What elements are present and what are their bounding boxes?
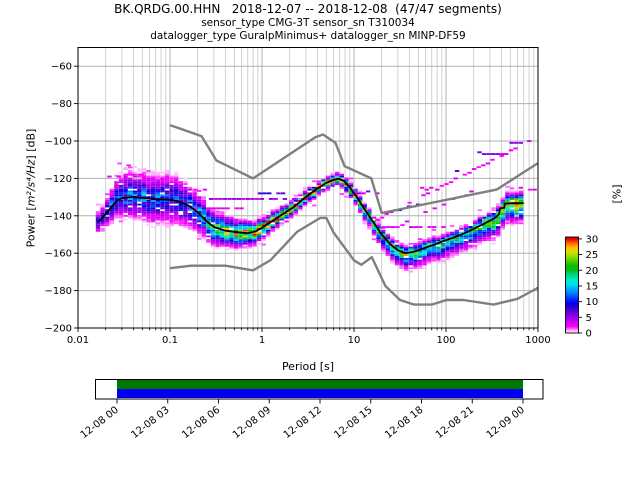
- coverage-used-bar: [117, 380, 523, 389]
- ppsd-histogram: [95, 166, 524, 273]
- x-tick-label: 100: [436, 335, 455, 346]
- y-tick-label: −200: [45, 324, 72, 335]
- plot-border: [77, 47, 539, 329]
- x-tick-label: 1000: [525, 335, 550, 346]
- x-axis-label: Period [s]: [281, 360, 335, 373]
- time-tick-label: 12-08 12: [282, 405, 324, 441]
- x-tick-label: 10: [348, 335, 361, 346]
- y-tick-label: −80: [51, 99, 72, 110]
- time-tick-label: 12-08 06: [180, 405, 222, 441]
- y-tick-label: −120: [45, 174, 72, 185]
- axes: 0.01 0.1 1 10 100 1000 −60 −80 −100 −120 −140 −160 −…: [45, 47, 551, 346]
- x-tick-label: 1: [259, 335, 265, 346]
- colorbar-label: [%]: [610, 184, 624, 204]
- colorbar-tick-label: 15: [586, 281, 599, 292]
- mode-curve: [97, 177, 524, 255]
- y-tick-label: −60: [51, 62, 72, 73]
- noise-model-low-curve: [169, 216, 538, 306]
- colorbar-tick-label: 5: [586, 313, 592, 324]
- time-tick-label: 12-08 09: [231, 405, 273, 441]
- colorbar-gradient: [565, 236, 579, 334]
- time-tick-label: 12-09 00: [485, 405, 527, 441]
- colorbar: 0 5 10 15 20 25 30: [565, 234, 599, 340]
- time-tick-label: 12-08 18: [383, 405, 425, 441]
- colorbar-tick-label: 30: [586, 234, 599, 245]
- colorbar-tick-label: 20: [586, 266, 599, 277]
- colorbar-tick-label: 0: [586, 329, 592, 340]
- plot-title: BK.QRDG.00.HHN 2018-12-07 -- 2018-12-08 …: [114, 2, 502, 16]
- x-tick-label: 0.01: [67, 335, 89, 346]
- time-tick-label: 12-08 15: [332, 405, 374, 441]
- y-tick-label: −180: [45, 286, 72, 297]
- y-tick-label: −100: [45, 137, 72, 148]
- y-tick-label: −140: [45, 211, 72, 222]
- colorbar-tick-label: 10: [586, 297, 599, 308]
- time-tick-label: 12-08 21: [434, 405, 476, 441]
- y-tick-label: −160: [45, 249, 72, 260]
- time-tick-label: 12-08 00: [79, 405, 121, 441]
- coverage-timeline: 12-08 00 12-08 03 12-08 06 12-08 09 12-08 12…: [79, 379, 544, 441]
- coverage-data-bar: [117, 389, 523, 398]
- plot-subtitle-datalogger: datalogger_type GuralpMinimus+ datalogge…: [150, 30, 466, 42]
- noise-model-high-curve: [169, 123, 538, 215]
- colorbar-tick-label: 25: [586, 250, 599, 261]
- time-tick-label: 12-08 03: [129, 405, 171, 441]
- y-axis-label: Power [m²/s⁴/Hz] [dB]: [24, 128, 38, 248]
- x-tick-label: 0.1: [162, 335, 178, 346]
- plot-subtitle-sensor: sensor_type CMG-3T sensor_sn T310034: [201, 17, 415, 29]
